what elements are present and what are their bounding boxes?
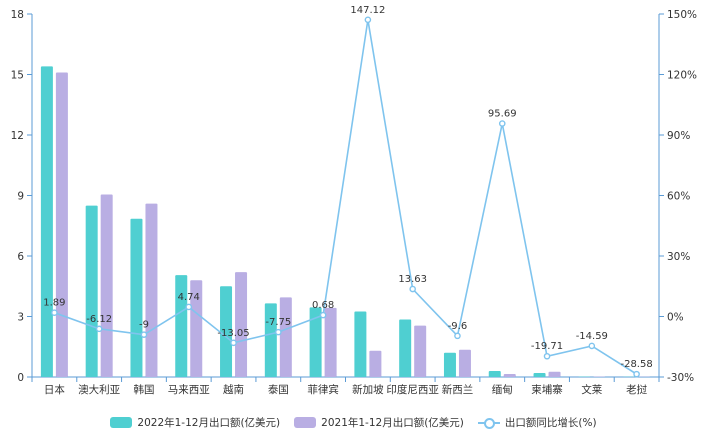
y-left-tick-label: 3: [17, 312, 24, 324]
growth-data-label: -7.75: [265, 317, 291, 328]
bar-2021: [414, 325, 427, 377]
growth-data-label: 13.63: [398, 274, 427, 285]
growth-point: [51, 309, 58, 316]
growth-point: [185, 303, 193, 311]
x-tick-label: 韩国: [133, 383, 154, 396]
x-tick-label: 缅甸: [492, 383, 513, 396]
bar-2021: [190, 280, 203, 377]
growth-point: [409, 285, 416, 293]
growth-data-label: -9.6: [448, 321, 468, 332]
growth-data-label: -28.58: [620, 359, 652, 370]
y-right-tick-label: -30%: [667, 372, 694, 384]
bar-2022: [220, 286, 233, 377]
legend: 2022年1-12月出口额(亿美元) 2021年1-12月出口额(亿美元) 出口…: [0, 412, 707, 432]
bar-2021: [145, 203, 158, 377]
bar-2022: [85, 205, 98, 377]
y-right-tick-label: 120%: [667, 70, 697, 82]
bar-2021: [235, 272, 248, 377]
bar-2022: [175, 275, 188, 377]
growth-data-label: 147.12: [350, 5, 385, 16]
bar-2021: [279, 297, 292, 377]
bar-2022: [130, 218, 143, 377]
y-right-tick-label: 0%: [667, 312, 684, 324]
growth-data-label: -6.12: [86, 314, 112, 325]
x-tick-label: 老挝: [626, 383, 647, 396]
bar-2021: [100, 194, 113, 377]
bar-2022: [533, 372, 546, 377]
y-right-tick-label: 90%: [667, 130, 690, 142]
data-labels: 1.89 -6.12 -9 4.74 -13.05 -7.75 0.68 147.12 13.6…: [43, 5, 652, 370]
growth-point: [633, 370, 640, 378]
bar-2021: [458, 349, 471, 377]
bar-2021: [369, 350, 382, 377]
legend-swatch-growth: [477, 417, 500, 429]
growth-point: [140, 331, 148, 338]
legend-item-2021[interactable]: 2021年1-12月出口额(亿美元): [294, 415, 464, 430]
growth-data-label: 1.89: [43, 298, 65, 309]
growth-point: [95, 325, 103, 333]
growth-data-label: 4.74: [178, 292, 200, 303]
growth-point: [319, 311, 327, 319]
legend-label-growth: 出口额同比增长(%): [504, 416, 597, 429]
growth-line: [51, 16, 640, 378]
bar-2022: [443, 352, 456, 377]
growth-point: [543, 352, 551, 360]
growth-data-label: -14.59: [576, 331, 608, 342]
x-tick-label: 澳大利亚: [78, 383, 120, 396]
y-left-tick-label: 12: [11, 130, 24, 142]
bar-2021: [324, 307, 337, 377]
growth-point: [364, 16, 372, 24]
bar-2022: [488, 370, 501, 377]
legend-item-growth[interactable]: 出口额同比增长(%): [477, 415, 597, 430]
y-right-tick-label: 60%: [667, 191, 690, 203]
y-left-tick-label: 18: [11, 9, 24, 21]
growth-data-label: -13.05: [217, 328, 249, 339]
growth-data-label: -19.71: [531, 341, 563, 352]
bar-2021: [503, 373, 516, 377]
bar-2022: [354, 311, 367, 377]
growth-polyline: [54, 19, 638, 375]
x-tick-label: 越南: [223, 383, 244, 396]
bar-2022: [40, 66, 53, 377]
y-right-tick-label: 150%: [667, 9, 697, 21]
bar-2021: [548, 371, 561, 377]
x-tick-label: 新西兰: [442, 383, 474, 396]
x-tick-label: 菲律宾: [307, 383, 339, 396]
bar-2022: [399, 319, 412, 377]
growth-point: [454, 332, 461, 340]
bar-2022: [264, 303, 277, 377]
x-tick-label: 印度尼西亚: [386, 383, 439, 396]
x-tick-label: 柬埔寨: [531, 383, 563, 396]
legend-swatch-2021: [294, 416, 317, 428]
growth-data-label: -9: [139, 320, 149, 331]
x-tick-label: 新加坡: [352, 383, 384, 396]
legend-swatch-2022: [110, 416, 133, 428]
growth-point: [588, 342, 596, 350]
bar-2021: [55, 72, 68, 377]
growth-data-label: 0.68: [312, 300, 334, 311]
legend-item-2022[interactable]: 2022年1-12月出口额(亿美元): [110, 415, 280, 430]
bars: [40, 66, 651, 377]
growth-point: [498, 120, 506, 127]
legend-label-2021: 2021年1-12月出口额(亿美元): [321, 416, 464, 429]
y-right-tick-label: 30%: [667, 251, 690, 263]
y-left-tick-label: 6: [17, 251, 24, 263]
x-tick-label: 马来西亚: [168, 384, 210, 396]
y-left-tick-label: 9: [17, 191, 24, 203]
y-left-tick-label: 15: [11, 70, 24, 82]
y-left-tick-label: 0: [17, 372, 24, 384]
x-tick-label: 文莱: [581, 383, 602, 396]
growth-point: [275, 328, 282, 336]
growth-data-label: 95.69: [488, 109, 517, 120]
growth-point: [230, 339, 237, 347]
x-tick-label: 日本: [44, 383, 65, 396]
x-tick-label: 泰国: [268, 383, 289, 396]
legend-label-2022: 2022年1-12月出口额(亿美元): [137, 416, 281, 429]
bar-2022: [309, 307, 322, 377]
